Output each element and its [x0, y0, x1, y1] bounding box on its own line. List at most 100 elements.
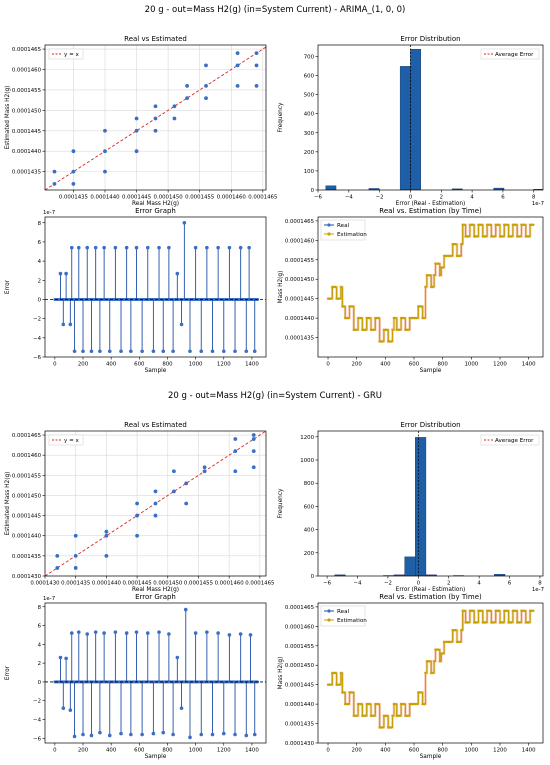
x-tick-label: −6 [314, 195, 323, 201]
estimation-marker [340, 286, 342, 288]
estimation-marker [330, 683, 332, 685]
stem-marker [119, 732, 123, 736]
estimation-marker [523, 224, 525, 226]
stem-marker [119, 349, 123, 353]
estimation-marker [480, 610, 482, 612]
y-tick-label: 0.0001465 [285, 219, 314, 225]
x-tick-label: 1400 [522, 748, 536, 754]
estimation-marker [437, 648, 439, 650]
data-point [172, 469, 176, 473]
stem-marker [247, 246, 251, 250]
data-point [72, 182, 76, 186]
y-tick-label: −2 [33, 699, 41, 705]
y-tick-label: 0.0001440 [12, 534, 42, 540]
estimation-marker [407, 715, 409, 717]
estimation-marker [338, 297, 340, 299]
estimation-marker [368, 703, 370, 705]
y-tick-label: 700 [304, 54, 315, 60]
y-tick-label: 0.0001455 [12, 88, 41, 94]
estimation-marker [532, 610, 534, 612]
estimation-marker [368, 317, 370, 319]
y-tick-label: 600 [304, 504, 315, 510]
estimation-marker [502, 621, 504, 623]
estimation-marker [459, 641, 461, 643]
stem-marker [205, 246, 209, 250]
x-tick-label: 400 [106, 748, 117, 754]
stem-marker [98, 349, 102, 353]
y-tick-label: 0.0001430 [12, 574, 42, 580]
y-tick-label: 0.0001450 [12, 108, 42, 114]
stem-marker [176, 656, 180, 660]
stem-marker [125, 246, 129, 250]
estimation-marker [467, 235, 469, 237]
x-tick-label: 0.0001445 [123, 581, 152, 587]
x-tick-label: 0 [409, 195, 413, 201]
data-point [135, 514, 139, 518]
y-tick-label: −6 [33, 736, 42, 742]
stem-marker [222, 732, 226, 736]
stem-marker [114, 246, 118, 250]
x-tick-label: 4 [470, 195, 474, 201]
legend-label-estimation: Estimation [337, 618, 367, 624]
stem-marker [59, 272, 63, 276]
estimation-marker [502, 235, 504, 237]
stem-marker [98, 731, 102, 735]
data-point [203, 465, 207, 469]
estimation-marker [407, 329, 409, 331]
data-point [55, 554, 59, 558]
stem-marker [194, 631, 198, 635]
x-tick-label: 0.0001430 [30, 581, 60, 587]
estimation-marker [433, 274, 435, 276]
data-point [255, 84, 259, 88]
data-point [204, 64, 208, 68]
legend-marker-estimation [327, 618, 330, 621]
estimation-marker [480, 224, 482, 226]
y-tick-label: 0.0001455 [285, 644, 314, 650]
y-tick-label: −4 [33, 718, 42, 724]
estimation-marker [347, 317, 349, 319]
y-tick-label: 2 [38, 278, 41, 284]
x-tick-label: 0.0001465 [245, 581, 274, 587]
y-axis-label: Estimated Mass H2(g) [5, 472, 11, 536]
estimation-marker [391, 715, 393, 717]
panel-title: Real vs. Estimation (by Time) [379, 207, 482, 215]
x-tick-label: 1000 [189, 362, 203, 368]
data-point [236, 51, 240, 55]
plot-area [327, 610, 535, 729]
stem-marker [239, 632, 243, 636]
y-tick-label: 0.0001430 [285, 741, 315, 747]
x-tick-label: 2 [440, 195, 443, 201]
x-scale-label: 1e-7 [532, 587, 544, 593]
stem-marker [73, 349, 77, 353]
legend-label: Average Error [495, 52, 534, 58]
stem-marker [85, 246, 89, 250]
stem-marker [199, 349, 203, 353]
x-axis-label: Sample [420, 368, 442, 374]
y-tick-label: 0.0001465 [12, 433, 41, 439]
data-point [74, 566, 78, 570]
legend-label-real: Real [337, 223, 350, 229]
y-tick-label: 0 [311, 574, 315, 580]
estimation-marker [467, 621, 469, 623]
x-tick-label: 0.0001450 [154, 195, 184, 201]
y-tick-label: 300 [304, 131, 315, 137]
legend-marker-real [327, 609, 330, 612]
y-tick-label: 0 [311, 188, 315, 194]
x-tick-label: 600 [409, 748, 420, 754]
estimation-marker [364, 715, 366, 717]
stem-marker [161, 731, 165, 735]
estimation-marker [476, 235, 478, 237]
data-point [103, 129, 107, 133]
y-tick-label: 4 [38, 259, 42, 265]
axes-frame [318, 45, 543, 190]
y-axis-label: Mass H2(g) [278, 271, 284, 304]
stem-marker [233, 733, 237, 737]
x-tick-label: 200 [352, 748, 363, 754]
estimation-marker [454, 243, 456, 245]
stem-marker [180, 323, 184, 327]
legend-label-real: Real [337, 609, 350, 615]
stem-marker [199, 733, 203, 737]
estimation-marker [476, 621, 478, 623]
